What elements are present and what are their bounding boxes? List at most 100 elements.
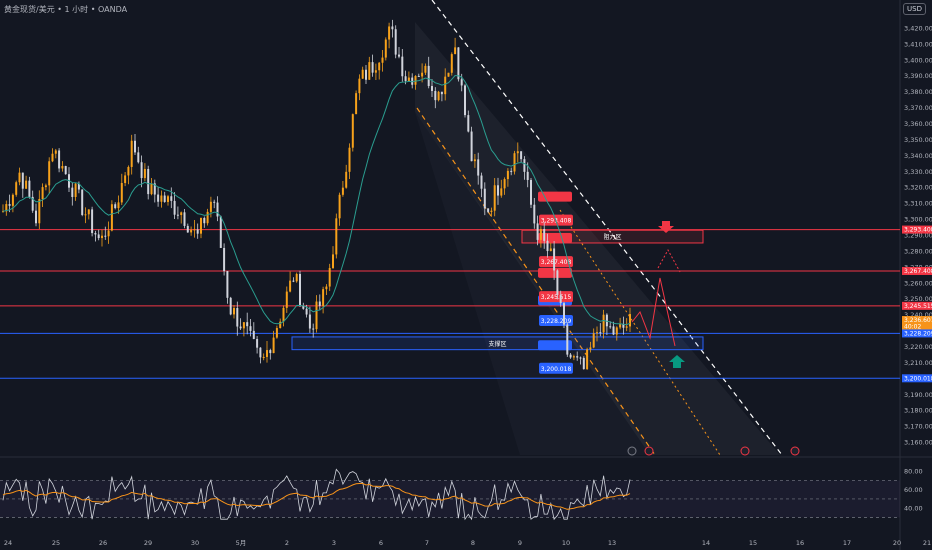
candle-body xyxy=(447,72,450,77)
time-axis-tick: 8 xyxy=(471,539,475,547)
candle-body xyxy=(48,161,51,186)
candle-body xyxy=(381,57,384,63)
candle-body xyxy=(84,214,87,216)
candle-body xyxy=(143,168,146,179)
economic-event-icon[interactable] xyxy=(740,446,750,456)
candle-body xyxy=(470,131,473,162)
candle-body xyxy=(536,223,539,240)
candle-body xyxy=(539,229,542,240)
price-axis-tag-text: 3,200.018 xyxy=(904,375,932,382)
resistance-zone[interactable] xyxy=(521,229,704,244)
candle-body xyxy=(325,286,328,290)
candle-body xyxy=(275,328,278,338)
moving-average-line[interactable] xyxy=(2,74,631,326)
candle-body xyxy=(444,76,447,95)
candle-body xyxy=(506,170,509,180)
rsi-ma-line[interactable] xyxy=(2,482,631,510)
candle-body xyxy=(427,65,430,87)
candle-body xyxy=(94,233,97,235)
economic-event-icon[interactable] xyxy=(627,446,637,456)
currency-button[interactable]: USD xyxy=(903,3,926,15)
candle-body xyxy=(137,152,140,163)
channel-upper-line[interactable] xyxy=(431,0,783,456)
candle-body xyxy=(622,324,625,328)
candle-body xyxy=(345,171,348,188)
candle-body xyxy=(28,180,31,197)
candle-body xyxy=(266,350,268,357)
candle-body xyxy=(130,140,133,167)
candle-body xyxy=(150,183,153,195)
level-value-tag xyxy=(539,256,573,268)
candle-body xyxy=(163,195,166,202)
projection-path[interactable] xyxy=(631,277,676,347)
candle-body xyxy=(371,62,374,73)
candle-body xyxy=(401,56,404,77)
candle-body xyxy=(101,235,103,239)
candle-body xyxy=(147,168,150,195)
candle-body xyxy=(259,347,262,358)
candle-body xyxy=(407,77,410,81)
candle-body xyxy=(305,308,308,315)
candle-body xyxy=(173,200,176,215)
candle-body xyxy=(186,225,189,233)
candle-body xyxy=(242,322,245,329)
economic-event-icon[interactable] xyxy=(644,446,654,456)
level-value-text: 3,228.209 xyxy=(541,318,572,325)
candle-body xyxy=(236,308,239,327)
price-axis-tick: 3,210.000 xyxy=(904,359,932,367)
candle-body xyxy=(203,217,206,224)
candle-body xyxy=(605,314,608,327)
lower-channel-fill xyxy=(415,112,655,455)
candle-body xyxy=(54,150,57,154)
title-separator-1: • xyxy=(57,5,62,14)
candle-body xyxy=(117,202,120,209)
price-axis-tick: 3,420.000 xyxy=(904,24,932,32)
candle-body xyxy=(440,91,443,95)
price-axis-tick: 3,250.000 xyxy=(904,295,932,303)
channel-mid-line[interactable] xyxy=(559,209,721,456)
candle-body xyxy=(153,183,156,195)
candle-body xyxy=(315,301,318,330)
support-zone[interactable] xyxy=(291,336,704,351)
candle-body xyxy=(25,180,28,189)
candle-body xyxy=(348,147,351,172)
candle-body xyxy=(572,356,575,358)
time-axis-tick: 10 xyxy=(562,539,570,547)
time-axis-tick: 16 xyxy=(796,539,804,547)
candle-body xyxy=(579,357,582,359)
level-value-text: 3,267.408 xyxy=(541,259,572,266)
price-axis-tag xyxy=(902,225,932,234)
candle-body xyxy=(295,273,298,282)
candle-body xyxy=(38,199,41,224)
candle-body xyxy=(18,172,21,183)
candle-body xyxy=(596,332,598,334)
candle-body xyxy=(58,150,61,169)
candle-body xyxy=(107,230,110,237)
candle-body xyxy=(64,166,67,175)
candle-body xyxy=(190,229,193,233)
time-axis-tick: 25 xyxy=(52,539,60,547)
timeframe-label: 1 小时 xyxy=(64,5,89,14)
candle-body xyxy=(206,211,209,224)
candle-body xyxy=(490,210,493,212)
channel-lower-line[interactable] xyxy=(416,107,656,456)
candle-body xyxy=(493,185,496,211)
price-axis-tick: 3,340.000 xyxy=(904,152,932,160)
candle-body xyxy=(110,204,113,231)
candle-body xyxy=(559,294,562,304)
candle-body xyxy=(510,170,513,172)
candle-body xyxy=(289,280,292,292)
candle-body xyxy=(434,90,437,101)
candle-body xyxy=(176,214,179,216)
rsi-axis-tick: 60.00 xyxy=(904,486,923,494)
price-axis-tick: 3,160.000 xyxy=(904,439,932,447)
candle-body xyxy=(183,212,186,226)
economic-event-icon[interactable] xyxy=(790,446,800,456)
candle-body xyxy=(516,151,519,154)
price-axis-tick: 3,300.000 xyxy=(904,216,932,224)
rsi-axis-tick: 40.00 xyxy=(904,505,923,513)
candle-body xyxy=(483,188,486,209)
candle-body xyxy=(599,332,602,334)
projection-dotted[interactable] xyxy=(657,248,681,273)
